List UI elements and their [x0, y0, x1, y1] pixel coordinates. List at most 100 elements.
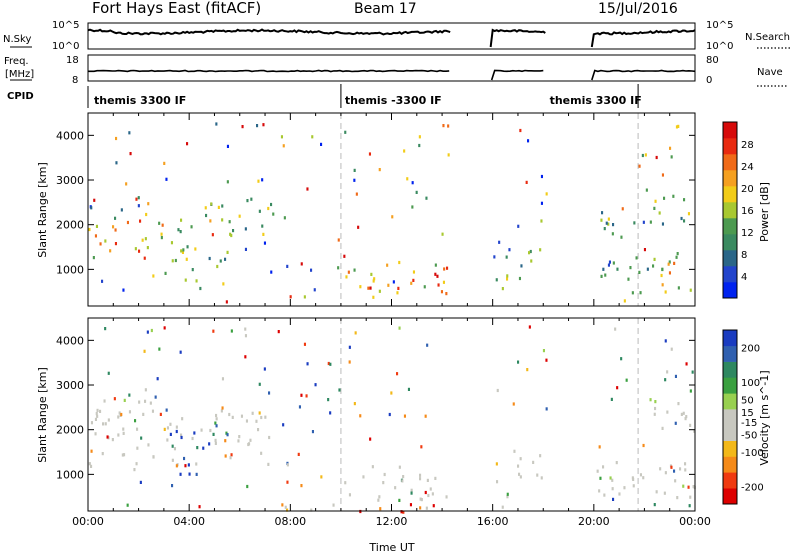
range-cell [501, 287, 504, 291]
range-cell [101, 279, 104, 283]
range-cell [152, 274, 155, 278]
range-cell [683, 219, 686, 223]
range-cell [226, 250, 229, 254]
range-cell [344, 481, 347, 485]
range-cell [519, 457, 522, 461]
range-cell [186, 142, 189, 146]
range-cell [437, 283, 440, 287]
range-cell [419, 477, 422, 481]
range-cell [255, 419, 258, 423]
colorbar-tick-label: 4 [741, 272, 747, 283]
range-cell [607, 217, 610, 221]
range-cell [99, 242, 102, 246]
nsky-panel: N.Sky 10^5 10^0 10^5 10^0 N.Search [3, 20, 792, 52]
colorbar-swatch [723, 170, 737, 187]
range-cell [229, 456, 232, 460]
range-cell [104, 239, 107, 243]
range-cell [179, 472, 182, 476]
range-cell [362, 475, 365, 479]
colorbar-swatch [723, 282, 737, 299]
nave-tick-top: 80 [706, 55, 719, 66]
range-cell [615, 461, 618, 465]
range-cell [246, 199, 249, 203]
range-cell [669, 146, 672, 150]
range-cell [540, 219, 543, 223]
colorbar-swatch [723, 488, 737, 505]
range-cell [607, 222, 610, 226]
range-cell [244, 327, 247, 331]
range-cell [282, 423, 285, 427]
range-cell [506, 495, 509, 499]
range-cell [122, 427, 125, 431]
range-cell [205, 213, 208, 218]
range-cell [359, 285, 362, 289]
range-cell [402, 510, 405, 514]
range-cell [673, 469, 676, 473]
range-cell [156, 377, 159, 381]
range-cell [442, 280, 446, 284]
range-cell [327, 361, 330, 366]
range-cell [646, 267, 649, 271]
colorbar-swatch [723, 218, 737, 235]
range-cell [215, 122, 218, 126]
range-cell [101, 452, 104, 456]
range-cell [115, 136, 118, 141]
range-cell [689, 389, 692, 393]
range-cell [261, 178, 264, 182]
range-cell [143, 256, 146, 260]
range-cell [222, 282, 225, 286]
range-cell [536, 473, 539, 477]
range-cell [327, 398, 330, 402]
range-cell [596, 469, 599, 473]
range-cell [545, 192, 548, 196]
range-cell [603, 227, 606, 231]
freq-unit-label: [MHz] [5, 69, 34, 80]
range-cell [174, 258, 177, 263]
range-cell [238, 214, 241, 218]
range-cell [434, 272, 437, 276]
range-cell [258, 209, 261, 213]
range-cell [642, 443, 645, 448]
station-title: Fort Hays East (fitACF) [92, 0, 261, 17]
range-cell [160, 236, 163, 240]
power-panel: 1000 2000 3000 4000 Slant Range [km] [36, 112, 696, 307]
range-cell [261, 224, 264, 228]
colorbar-swatch [723, 122, 737, 139]
range-cell [676, 496, 679, 500]
colorbar-swatch [723, 186, 737, 203]
range-cell [616, 267, 619, 271]
range-cell [345, 275, 348, 279]
velocity-scatter-cells [88, 318, 696, 514]
range-cell [191, 436, 194, 441]
range-cell [513, 449, 516, 453]
range-cell [329, 362, 332, 366]
range-cell [621, 207, 624, 211]
range-cell [144, 399, 147, 403]
range-cell [412, 270, 416, 274]
x-tick-label: 08:00 [274, 515, 306, 528]
range-cell [369, 437, 372, 441]
range-cell [310, 268, 313, 272]
nsearch-label: N.Search [745, 32, 790, 43]
range-cell [425, 196, 428, 200]
range-cell [603, 493, 606, 497]
y-tick-label: 1000 [56, 468, 84, 481]
range-cell [401, 479, 404, 483]
range-cell [616, 386, 619, 390]
range-cell [113, 397, 116, 401]
range-cell [126, 220, 130, 225]
range-cell [283, 216, 286, 220]
range-cell [506, 492, 509, 496]
range-cell [104, 422, 107, 426]
range-cell [225, 300, 228, 304]
range-cell [154, 395, 157, 399]
colorbar-swatch [723, 202, 737, 219]
range-cell [163, 326, 166, 330]
range-cell [106, 435, 109, 439]
range-cell [348, 493, 352, 497]
range-cell [224, 439, 227, 443]
range-cell [90, 449, 93, 453]
range-cell [262, 123, 265, 127]
range-cell [121, 453, 124, 457]
range-cell [303, 295, 306, 299]
